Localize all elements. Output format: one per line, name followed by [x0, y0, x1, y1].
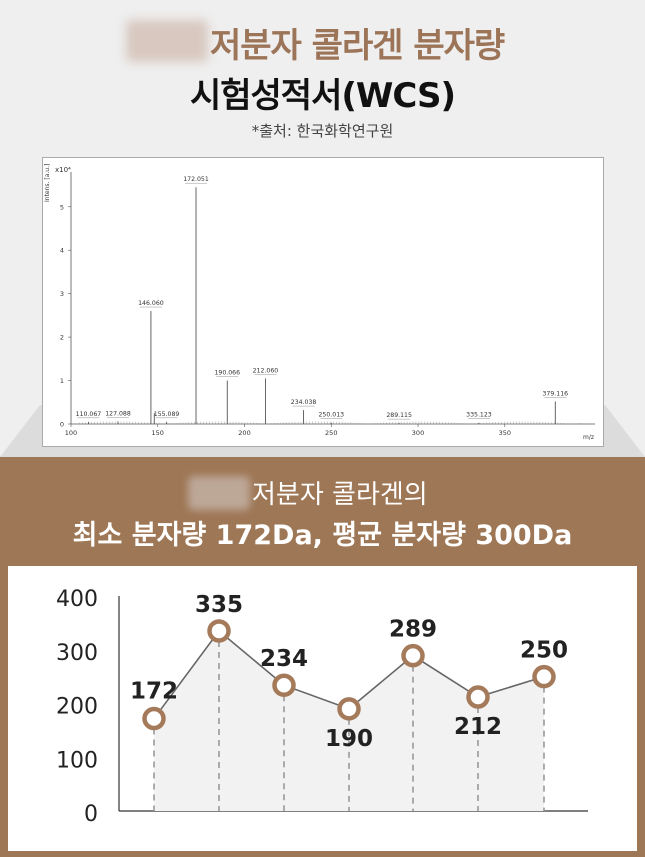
ms-peak-label: 146.060 — [138, 300, 164, 307]
ms-y-scale-label: x10⁴ — [55, 166, 71, 174]
line-chart-y-tick-label: 400 — [56, 587, 98, 612]
ms-peak-label: 172.051 — [183, 176, 209, 183]
line-chart-value-label: 172 — [130, 679, 178, 705]
blurred-brand-name — [126, 20, 208, 62]
line-chart-point — [337, 697, 361, 721]
ms-y-tick-label: 5 — [60, 203, 64, 211]
source-note: *출처: 한국화학연구원 — [251, 122, 394, 140]
ms-x-tick-label: 150 — [152, 429, 164, 437]
line-chart-value-label: 250 — [520, 638, 568, 664]
line-chart-value-labels: 172 335 234 190 289 212 250 — [130, 592, 568, 752]
ms-peak-label: 335.123 — [466, 412, 492, 419]
ms-x-axis-label: m/z — [583, 434, 594, 441]
page-subtitle: 시험성적서(WCS) — [189, 76, 456, 116]
ms-peak-label: 212.060 — [253, 367, 279, 374]
molecular-weight-line-chart: 400 300 200 100 0 172 335 234 190 289 212 250 — [56, 587, 588, 827]
ms-x-tick-label: 350 — [499, 429, 511, 437]
line-chart-y-tick-label: 200 — [56, 695, 98, 720]
ms-y-tick-label: 4 — [60, 247, 64, 255]
blurred-brand-name-2 — [188, 476, 250, 510]
ms-peak-label: 110.067 — [76, 411, 102, 418]
line-chart-value-label: 234 — [260, 646, 308, 672]
line-chart-value-label: 289 — [389, 617, 437, 643]
ms-y-tick-label: 0 — [60, 421, 64, 429]
mass-spectrum-axes: 100 150 200 250 300 350 0 1 2 3 4 5 — [60, 172, 595, 437]
mass-spectrum-panel: 100 150 200 250 300 350 0 1 2 3 4 5 110.067 127.088 1… — [42, 157, 604, 447]
line-chart-y-axis: 400 300 200 100 0 — [56, 587, 588, 827]
ms-y-tick-label: 1 — [60, 377, 64, 385]
band-line2: 최소 분자량 172Da, 평균 분자량 300Da — [72, 520, 573, 551]
line-chart-y-tick-label: 100 — [56, 748, 98, 773]
ms-x-tick-label: 200 — [238, 429, 250, 437]
ms-y-tick-label: 3 — [60, 290, 64, 298]
ms-peak-label: 250.013 — [318, 412, 344, 419]
ms-peak-label: 190.066 — [214, 370, 240, 377]
ms-peak-label: 234.038 — [291, 399, 317, 406]
line-chart-point — [532, 664, 556, 689]
line-chart-y-tick-label: 0 — [84, 802, 98, 827]
page-title: 저분자 콜라겐 분자량 — [210, 26, 505, 66]
line-chart-points — [142, 619, 556, 731]
ms-x-tick-label: 250 — [325, 429, 337, 437]
line-chart-point — [466, 685, 490, 709]
line-chart-point — [272, 673, 296, 697]
ms-peak-label: 155.089 — [154, 411, 180, 418]
ms-x-tick-label: 100 — [65, 429, 77, 437]
mass-spectrum-peaks: 110.067 127.088 146.060 155.089 172.051 190.0… — [76, 176, 582, 424]
line-chart-y-tick-label: 300 — [56, 641, 98, 666]
line-chart-point — [207, 619, 231, 643]
line-chart-panel: 400 300 200 100 0 172 335 234 190 289 212 250 — [8, 566, 637, 851]
line-chart-value-label: 212 — [454, 714, 502, 740]
ms-y-tick-label: 2 — [60, 334, 64, 342]
ms-peak-label: 289.115 — [386, 412, 412, 419]
ms-peak-label: 127.088 — [105, 410, 131, 417]
line-chart-point — [401, 643, 425, 668]
ms-peak-label: 379.116 — [542, 390, 568, 397]
line-chart-droplines — [153, 640, 545, 811]
ms-x-tick-label: 300 — [412, 429, 424, 437]
line-chart-value-label: 190 — [325, 726, 373, 752]
ms-y-axis-label: Intens. [a.u.] — [44, 164, 51, 202]
line-chart-point — [142, 706, 166, 731]
band-line1: 저분자 콜라겐의 — [252, 480, 428, 510]
line-chart-value-label: 335 — [195, 592, 243, 618]
